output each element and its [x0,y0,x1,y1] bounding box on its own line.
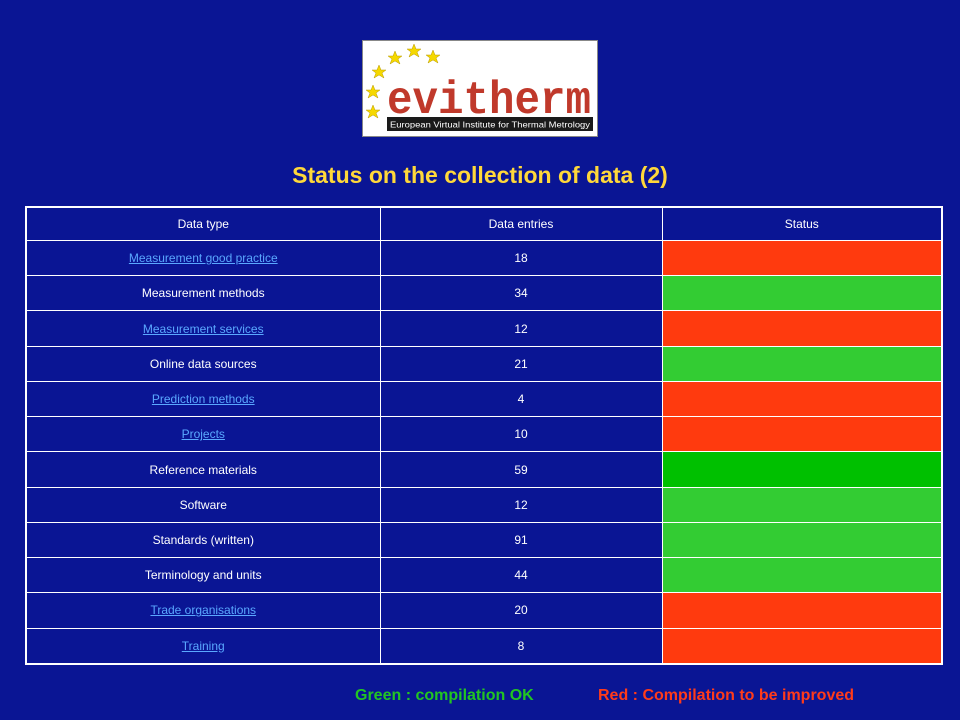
cell-data-type: Reference materials [25,451,381,488]
legend-red: Red : Compilation to be improved [598,687,855,704]
cell-status [661,310,943,347]
table-header-row: Data type Data entries Status [25,206,943,241]
cell-status [661,521,943,559]
table-row: Training 8 [25,627,943,665]
cell-status [661,486,943,523]
cell-data-entries: 18 [379,239,663,277]
cell-data-entries: 20 [379,592,663,629]
cell-data-entries: 21 [379,345,663,382]
cell-status [661,380,943,418]
cell-status [661,416,943,453]
evitherm-logo: evitherm European Virtual Institute for … [362,40,598,137]
star-icons [365,43,441,119]
cell-status [661,592,943,629]
cell-data-entries: 4 [379,380,663,418]
table-row: Online data sources 21 [25,345,943,382]
cell-data-type: Measurement methods [25,275,381,312]
cell-data-type: Online data sources [25,345,381,382]
page-title: Status on the collection of data (2) [292,162,668,188]
cell-data-type: Standards (written) [25,521,381,559]
data-status-table: Data type Data entries Status Measuremen… [25,206,943,665]
legend-green: Green : compilation OK [355,687,534,704]
cell-data-type: Prediction methods [25,380,381,418]
cell-data-type: Projects [25,416,381,453]
table-row: Trade organisations 20 [25,592,943,629]
cell-status [661,239,943,277]
cell-data-entries: 59 [379,451,663,488]
table-row: Standards (written) 91 [25,521,943,559]
cell-data-type: Software [25,486,381,523]
cell-data-entries: 8 [379,627,663,665]
data-type-link[interactable]: Prediction methods [151,392,255,407]
cell-status [661,451,943,488]
cell-data-entries: 91 [379,521,663,559]
cell-data-entries: 34 [379,275,663,312]
header-status: Status [661,206,943,241]
data-type-link[interactable]: Projects [181,427,225,442]
data-type-link[interactable]: Trade organisations [150,603,257,618]
header-data-type: Data type [25,206,381,241]
cell-data-type: Measurement services [25,310,381,347]
table-row: Measurement services 12 [25,310,943,347]
cell-status [661,275,943,312]
data-type-link[interactable]: Measurement services [142,321,264,336]
cell-status [661,345,943,382]
table-row: Reference materials 59 [25,451,943,488]
table-row: Software 12 [25,486,943,523]
data-type-link[interactable]: Measurement good practice [128,251,278,266]
cell-status [661,627,943,665]
header-data-entries: Data entries [379,206,663,241]
cell-data-type: Trade organisations [25,592,381,629]
cell-data-entries: 10 [379,416,663,453]
table-row: Measurement good practice 18 [25,239,943,277]
cell-data-type: Terminology and units [25,557,381,594]
cell-data-entries: 12 [379,310,663,347]
table-row: Projects 10 [25,416,943,453]
cell-status [661,557,943,594]
cell-data-type: Measurement good practice [25,239,381,277]
table-row: Prediction methods 4 [25,380,943,418]
logo-graphic: evitherm European Virtual Institute for … [365,43,593,131]
logo-subtitle: European Virtual Institute for Thermal M… [390,120,591,130]
cell-data-entries: 44 [379,557,663,594]
table-row: Terminology and units 44 [25,557,943,594]
cell-data-entries: 12 [379,486,663,523]
data-type-link[interactable]: Training [181,638,225,653]
cell-data-type: Training [25,627,381,665]
table-row: Measurement methods 34 [25,275,943,312]
